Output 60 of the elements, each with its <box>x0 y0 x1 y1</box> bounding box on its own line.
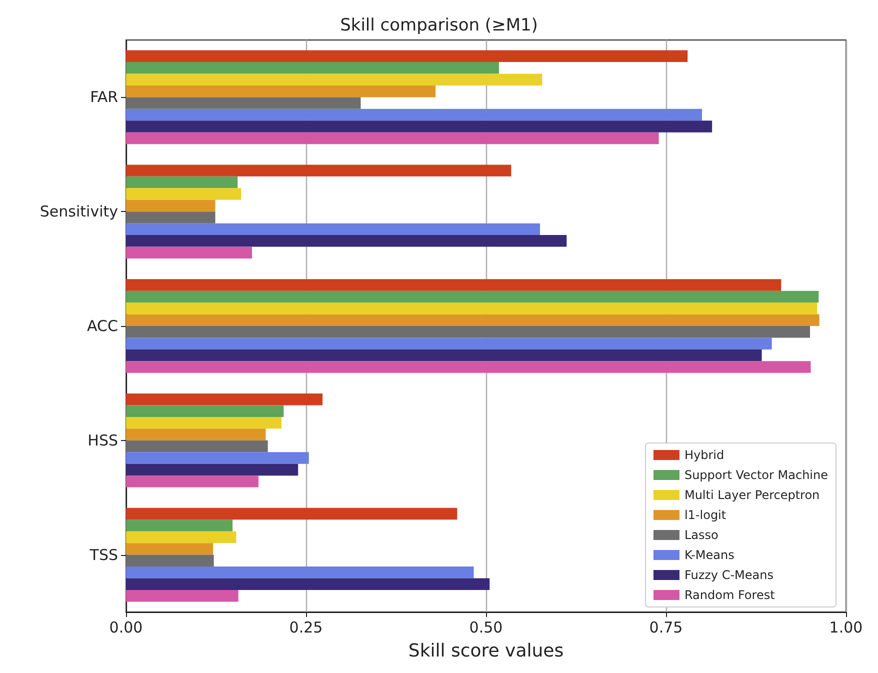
bar <box>126 279 782 291</box>
legend-label: Fuzzy C-Means <box>684 568 774 582</box>
y-tick-label: Sensitivity <box>40 202 118 221</box>
legend-label: Multi Layer Perceptron <box>684 488 820 502</box>
bar <box>126 428 266 440</box>
bar <box>126 416 282 429</box>
y-tick-label: ACC <box>87 317 118 335</box>
bar <box>126 212 216 224</box>
chart-title: Skill comparison (≥M1) <box>340 16 538 36</box>
bar <box>126 132 659 144</box>
legend-label: Hybrid <box>684 448 724 462</box>
bar <box>126 393 323 406</box>
bar <box>126 349 762 362</box>
bar <box>126 464 298 476</box>
y-tick-label: HSS <box>88 431 118 450</box>
bar <box>126 290 819 303</box>
legend-label: K-Means <box>684 548 734 562</box>
bar <box>126 50 688 62</box>
bar <box>126 302 818 314</box>
bar <box>126 188 242 200</box>
bar <box>126 120 712 132</box>
bar <box>126 405 284 417</box>
bar <box>126 578 490 590</box>
bar <box>126 520 233 532</box>
bar <box>126 508 458 520</box>
bar <box>126 246 252 259</box>
bar <box>126 554 214 567</box>
bar <box>126 74 542 86</box>
bar <box>126 314 820 326</box>
x-tick-label: 0.25 <box>289 618 323 636</box>
bar <box>126 566 474 578</box>
y-tick-label: TSS <box>88 546 118 564</box>
bar <box>126 590 238 602</box>
bar <box>126 543 214 555</box>
bar <box>126 223 540 236</box>
bar <box>126 338 772 350</box>
bar <box>126 108 702 121</box>
bar <box>126 531 236 544</box>
x-tick-label: 0.75 <box>649 618 683 636</box>
bar <box>126 176 238 188</box>
x-tick-label: 0.50 <box>469 618 503 636</box>
bar <box>126 235 567 247</box>
legend-label: Random Forest <box>684 588 776 602</box>
bar <box>126 452 309 464</box>
bar <box>126 62 499 74</box>
bar <box>126 85 436 98</box>
bar <box>126 164 512 176</box>
x-tick-label: 1.00 <box>829 618 863 636</box>
y-tick-label: FAR <box>90 88 118 106</box>
legend-label: Lasso <box>684 528 718 542</box>
legend-label: Support Vector Machine <box>684 468 828 482</box>
bar <box>126 97 361 109</box>
legend-label: l1-logit <box>684 508 726 522</box>
bar <box>126 200 216 212</box>
x-axis-title: Skill score values <box>408 640 564 662</box>
bar <box>126 361 811 373</box>
bar <box>126 476 258 488</box>
bar <box>126 326 810 338</box>
bar <box>126 440 268 452</box>
x-tick-label: 0.00 <box>109 618 143 636</box>
